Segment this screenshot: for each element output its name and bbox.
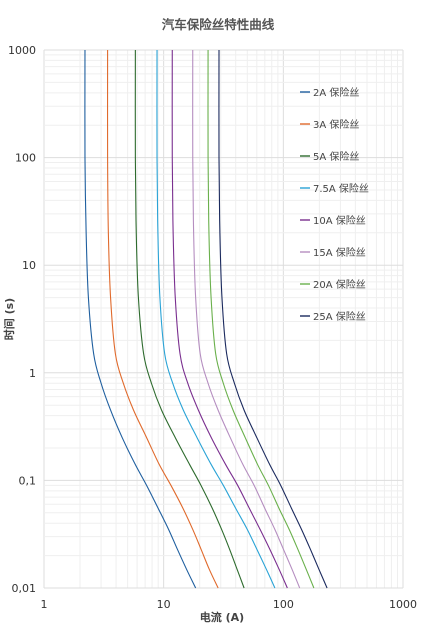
y-tick-label: 10 [22,259,36,272]
series-line-6 [192,49,301,589]
y-axis-label: 时间 (s) [2,298,16,340]
legend-entry: 25A 保险丝 [313,310,366,323]
y-tick-label: 100 [15,152,36,165]
legend: 2A 保险丝 3A 保险丝 5A 保险丝 7.5A 保险丝 10A 保险丝 15A 保险丝… [300,86,369,323]
series-line-5 [171,49,288,589]
series-line-8 [218,49,328,589]
y-tick-label: 0,01 [12,582,37,595]
legend-entry: 15A 保险丝 [313,246,366,259]
x-axis-label: 电流 (A) [200,610,244,624]
grid [43,49,404,589]
legend-entry: 2A 保险丝 [313,86,359,99]
series-line-2 [106,49,219,589]
x-tick-label: 100 [273,598,294,611]
x-tick-label: 1000 [389,598,417,611]
legend-entry: 3A 保险丝 [313,118,359,131]
series-line-1 [84,49,197,589]
series-layer [84,49,328,589]
legend-entry: 10A 保险丝 [313,214,366,227]
legend-entry: 5A 保险丝 [313,150,359,163]
y-tick-labels: 1000 100 10 1 0,1 0,01 [8,44,36,595]
series-line-4 [156,49,276,589]
x-tick-label: 10 [157,598,171,611]
x-tick-label: 1 [41,598,48,611]
legend-entry: 7.5A 保险丝 [313,182,369,195]
y-tick-label: 0,1 [19,474,37,487]
series-line-7 [207,49,315,589]
y-tick-label: 1 [29,367,36,380]
legend-entry: 20A 保险丝 [313,278,366,291]
x-tick-labels: 1 10 100 1000 [41,598,418,611]
chart-title: 汽车保险丝特性曲线 [162,17,275,32]
y-tick-label: 1000 [8,44,36,57]
series-line-3 [134,49,245,589]
